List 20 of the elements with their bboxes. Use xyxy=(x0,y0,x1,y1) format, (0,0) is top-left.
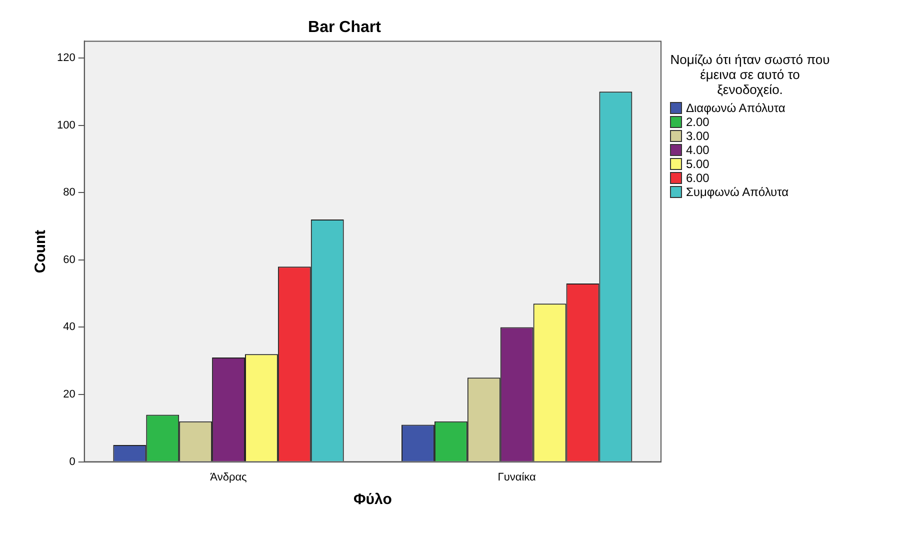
y-tick-label: 40 xyxy=(63,321,76,334)
x-tick-label: Γυναίκα xyxy=(498,471,537,484)
legend-label: 4.00 xyxy=(686,143,710,157)
legend-label: Συμφωνώ Απόλυτα xyxy=(686,185,789,199)
y-tick-label: 20 xyxy=(63,388,76,401)
y-tick-label: 100 xyxy=(56,119,76,132)
x-tick-label: Άνδρας xyxy=(210,471,247,484)
legend-label: 5.00 xyxy=(686,157,710,171)
legend-label: 3.00 xyxy=(686,129,710,143)
chart-title: Bar Chart xyxy=(308,19,382,36)
legend-label: 2.00 xyxy=(686,115,710,129)
y-tick-label: 60 xyxy=(63,254,76,266)
y-axis-title: Count xyxy=(32,230,50,274)
x-axis-title: Φύλο xyxy=(353,491,392,508)
y-tick-label: 80 xyxy=(63,186,76,199)
y-tick-label: 0 xyxy=(69,456,76,468)
legend-label: Διαφωνώ Απόλυτα xyxy=(686,101,786,115)
y-tick-label: 120 xyxy=(56,52,76,64)
legend-title: Νομίζω ότι ήταν σωστό που έμεινα σε αυτό το ξενοδοχείο. xyxy=(670,52,830,97)
legend-label: 6.00 xyxy=(686,171,710,185)
